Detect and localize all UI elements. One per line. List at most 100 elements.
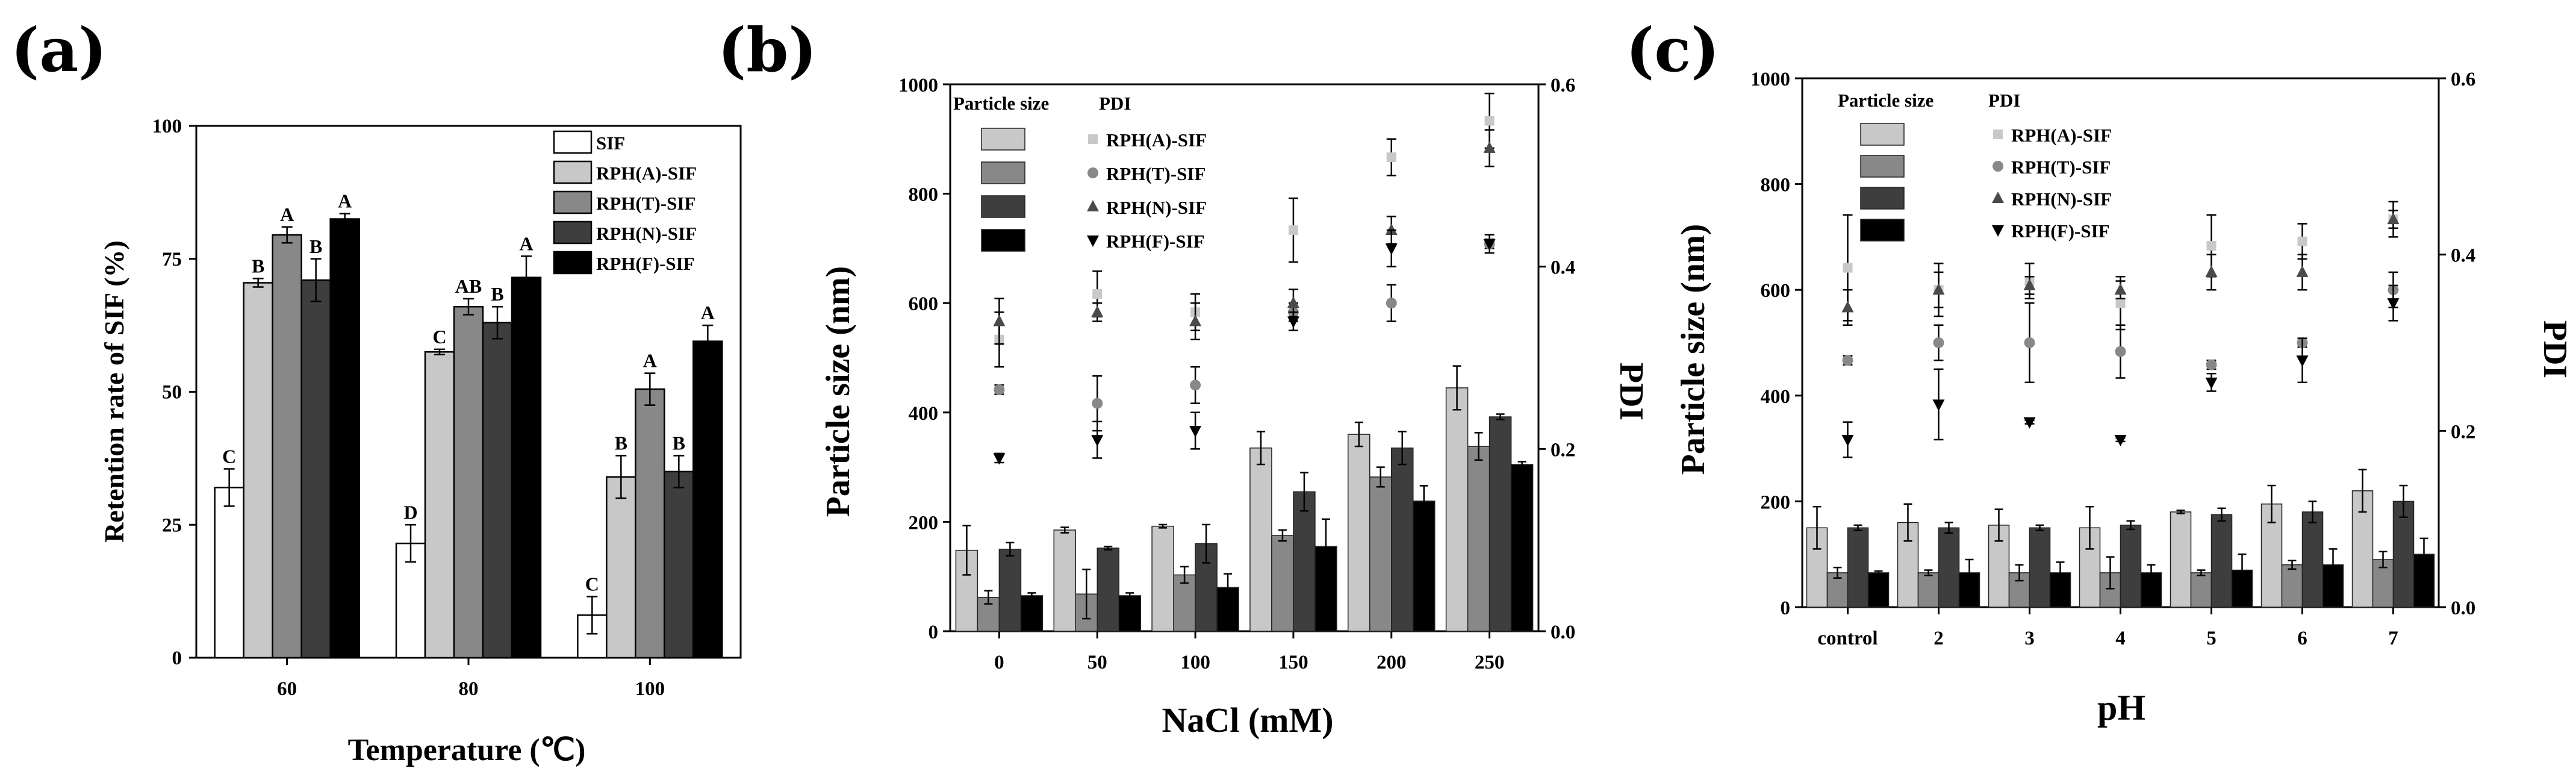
- panel-b-pdi-point: [1287, 296, 1299, 308]
- panel-b-y-tick-label: 400: [909, 403, 939, 425]
- panel-b-y-tick-label: 0: [929, 622, 939, 643]
- panel-a-bar: [214, 487, 244, 659]
- panel-b-bar: [1391, 448, 1414, 632]
- panel-c-legend-pdi-marker: [1993, 129, 2003, 139]
- panel-c-y2-tick-label: 0.4: [2451, 245, 2475, 267]
- panel-c-x-tick-label: 5: [2206, 628, 2217, 649]
- panel-c-x-tick-label: 4: [2115, 628, 2126, 649]
- panel-b-x-axis-title: NaCl (mM): [1162, 700, 1333, 740]
- panel-b-bar: [1053, 529, 1076, 632]
- panel-a-y-tick-label: 75: [162, 249, 182, 270]
- panel-c-y2-tick-label: 0.6: [2451, 69, 2475, 90]
- panel-b-bar: [1151, 525, 1174, 632]
- panel-c-y-tick-label: 600: [1761, 280, 1791, 302]
- panel-b-bar: [1510, 464, 1534, 632]
- panel-a-x-axis-title: Temperature (℃): [348, 733, 586, 767]
- panel-a-significance-letter: B: [252, 255, 264, 276]
- panel-c-bar: [2301, 511, 2324, 608]
- panel-a-bar: [300, 279, 331, 659]
- panel-a-y-axis-title: Retention rate of SIF (%): [99, 240, 129, 543]
- panel-b-legend-pdi-marker: [1087, 167, 1098, 178]
- panel-c-bar: [1938, 527, 1960, 608]
- panel-a-x-tick-label: 60: [277, 678, 297, 700]
- panel-b-x-tick-label: 150: [1278, 652, 1308, 673]
- panel-a-legend-label: RPH(F)-SIF: [596, 253, 695, 274]
- panel-a-bar: [692, 340, 723, 659]
- panel-c-pdi-point: [2205, 265, 2218, 277]
- panel-c-legend-title-pdi: PDI: [1988, 90, 2020, 111]
- panel-b-pdi-point: [1288, 225, 1298, 236]
- panel-b-y-tick-label: 800: [909, 184, 939, 206]
- panel-b-y-tick-label: 600: [909, 293, 939, 315]
- panel-c-bar: [2170, 511, 2192, 608]
- panel-a-significance-letter: B: [673, 432, 685, 454]
- panel-a-significance-letter: A: [338, 190, 352, 212]
- panel-a-significance-letter: A: [701, 302, 715, 323]
- panel-c-bar: [2029, 527, 2051, 608]
- panel-b-legend-pdi-marker: [1087, 236, 1099, 247]
- panel-c-legend-label: RPH(T)-SIF: [2011, 157, 2111, 178]
- panel-b-legend-pdi-marker: [1088, 134, 1098, 144]
- panel-b-pdi-point: [1092, 289, 1103, 299]
- panel-a-legend-label: RPH(A)-SIF: [596, 163, 697, 184]
- panel-b-legend-label: RPH(A)-SIF: [1106, 129, 1207, 151]
- panel-a-bar: [243, 282, 273, 659]
- panel-c-pdi-point: [1841, 301, 1854, 313]
- panel-b-pdi-point: [1385, 223, 1398, 236]
- panel-a-legend-swatch: [553, 220, 593, 245]
- panel-b-pdi-point: [1190, 379, 1201, 391]
- panel-b-bar: [1445, 387, 1469, 632]
- panel-c-pdi-point: [1841, 434, 1854, 446]
- panel-c-x-tick-label: 7: [2388, 628, 2398, 649]
- panel-c-legend-label: RPH(F)-SIF: [2011, 220, 2110, 242]
- panel-b-bar: [1020, 595, 1044, 632]
- panel-a-significance-letter: D: [403, 501, 417, 523]
- panel-b-pdi-point: [1386, 298, 1397, 309]
- panel-c-y-tick-label: 1000: [1750, 69, 1790, 90]
- panel-c-y-tick-label: 800: [1761, 175, 1791, 196]
- panel-b-bar: [1118, 595, 1141, 632]
- panel-b-bar: [1271, 535, 1294, 632]
- panel-a-legend-swatch: [553, 130, 593, 154]
- panel-c-pdi-point: [1932, 399, 1945, 411]
- panel-c-y2-tick-label: 0.0: [2451, 597, 2475, 619]
- panel-c-bar: [2210, 514, 2233, 608]
- panel-b-pdi-point: [994, 384, 1005, 395]
- panel-b-bar: [998, 549, 1022, 632]
- panel-b-x-tick-label: 200: [1377, 652, 1407, 673]
- panel-c-pdi-point: [2205, 377, 2218, 389]
- panel-c-pdi-point: [2114, 283, 2127, 295]
- panel-c-x-axis-title: pH: [2097, 688, 2145, 728]
- panel-c-bar: [1847, 527, 1869, 608]
- panel-c-bar: [2049, 572, 2071, 608]
- panel-a-bar: [664, 470, 694, 659]
- panel-c-y2-axis-title: PDI: [2536, 320, 2574, 378]
- panel-b-pdi-point: [1092, 398, 1103, 409]
- panel-b-y2-tick-label: 0.0: [1551, 622, 1575, 643]
- panel-b-legend-label: RPH(F)-SIF: [1106, 231, 1205, 252]
- panel-a-bar: [424, 351, 455, 659]
- panel-c-y-tick-label: 400: [1761, 386, 1791, 408]
- panel-b-bar: [1467, 446, 1490, 632]
- panel-a-significance-letter: C: [432, 326, 446, 348]
- panel-c-pdi-point: [2023, 278, 2036, 290]
- panel-c-bar: [2281, 564, 2303, 608]
- panel-b-x-tick-label: 250: [1475, 652, 1505, 673]
- panel-b-pdi-point: [1386, 152, 1396, 163]
- panel-a-significance-letter: B: [310, 236, 322, 257]
- panel-b-pdi-point: [1189, 426, 1202, 438]
- panel-b-legend-swatch: [981, 128, 1025, 151]
- panel-c-bar: [2120, 525, 2142, 608]
- panel-b-legend-swatch: [981, 229, 1025, 252]
- panel-c-pdi-point: [2114, 434, 2127, 446]
- panel-b-pdi-point: [993, 314, 1006, 326]
- panel-a-y-tick-label: 50: [162, 382, 182, 404]
- panel-b-pdi-point: [1091, 305, 1104, 317]
- panel-c-legend-swatch: [1860, 155, 1905, 178]
- panel-b-pdi-point: [1483, 239, 1496, 251]
- panel-b-bar: [1489, 416, 1512, 632]
- panel-a-bar: [511, 276, 542, 659]
- panel-a-significance-letter: C: [222, 446, 236, 467]
- panel-b-bar: [1413, 501, 1436, 632]
- panel-c-bar: [1917, 572, 1940, 608]
